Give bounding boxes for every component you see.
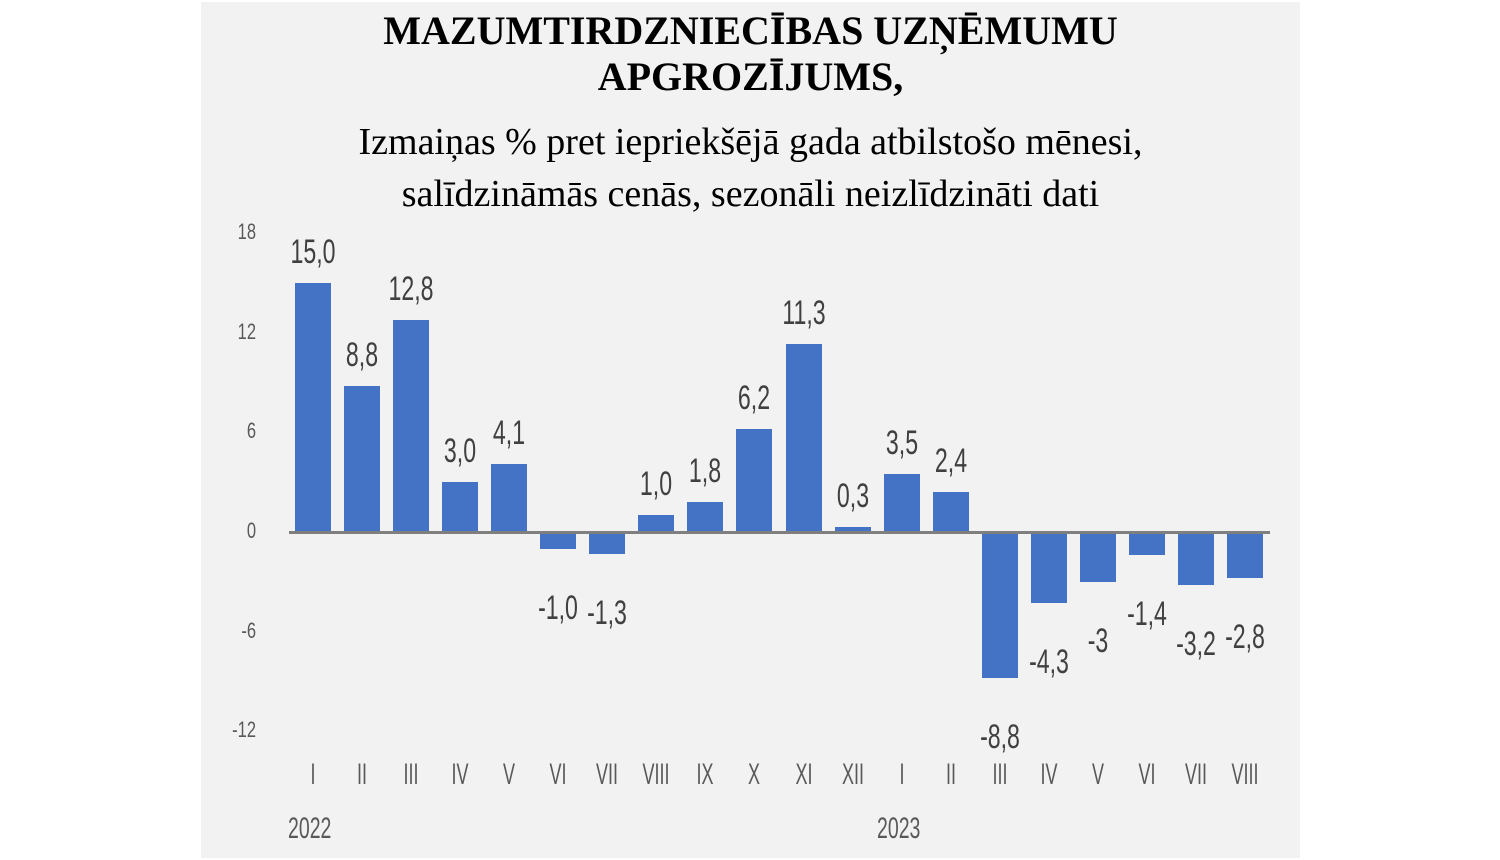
data-label: 0,3 [836,477,869,516]
bar [344,385,381,532]
year-label: 2022 [288,812,332,845]
data-label: -1,4 [1126,595,1167,634]
data-label: 1,8 [689,452,722,491]
bar [540,532,577,549]
x-tick-label: VIII [1231,758,1259,791]
data-label: 1,0 [640,465,673,504]
bar [736,429,773,532]
bar [638,515,675,532]
data-label: -2,8 [1225,618,1265,657]
data-label: 4,1 [493,413,526,452]
x-tick-label: IX [696,758,714,791]
zero-axis-line [289,531,1270,534]
bar [295,283,331,532]
x-tick-label: II [945,758,956,791]
bar [393,319,430,532]
bar [491,463,528,532]
chart-subtitle-line1: Izmaiņas % pret iepriekšējā gada atbilst… [358,121,1143,163]
y-tick-label: 0 [246,518,256,543]
bar [932,492,969,532]
bar [834,527,871,532]
x-tick-label: V [503,758,516,791]
data-label: 6,2 [738,379,771,418]
bar [981,532,1018,679]
data-label: 2,4 [934,442,967,481]
data-label: -3 [1087,621,1109,660]
bar [883,473,920,532]
x-tick-label: IV [451,758,469,791]
data-label: 3,0 [444,432,477,471]
data-label: -1,3 [587,593,628,632]
data-label: 3,5 [885,423,918,462]
x-tick-label: III [992,758,1008,791]
bar [785,344,822,532]
chart-subtitle: Izmaiņas % pret iepriekšējā gada atbilst… [201,116,1300,220]
chart-subtitle-line2: salīdzināmās cenās, sezonāli neizlīdzinā… [401,173,1100,215]
bar [1177,532,1214,586]
y-tick-label: 18 [237,219,256,245]
y-tick-label: 12 [237,318,256,344]
x-tick-label: XII [841,758,864,791]
year-label: 2023 [877,812,921,845]
bar [442,482,479,532]
data-label: 12,8 [388,269,434,308]
x-tick-label: III [403,758,419,791]
x-tick-label: X [748,758,761,791]
x-tick-label: I [310,758,316,791]
data-label: 8,8 [345,335,379,374]
bar [1030,532,1067,604]
x-tick-label: I [899,758,905,791]
x-tick-label: VI [1138,758,1156,791]
y-tick-label: 6 [246,418,256,444]
chart-title-line2: APGROZĪJUMS, [597,54,904,99]
y-tick-label: -12 [232,717,256,743]
bar [589,532,626,554]
bar [687,502,724,532]
chart-title: MAZUMTIRDZNIECĪBAS UZŅĒMUMU APGROZĪJUMS, [201,8,1300,100]
x-tick-label: VI [549,758,567,791]
data-label: -1,0 [538,588,579,627]
data-label: -3,2 [1175,625,1216,664]
bar [1226,532,1263,579]
data-label: 15,0 [290,233,336,271]
chart-title-line1: MAZUMTIRDZNIECĪBAS UZŅĒMUMU [383,8,1118,53]
x-tick-label: VII [596,758,619,791]
x-tick-label: XI [794,758,813,791]
x-tick-label: II [357,758,368,791]
x-tick-label: VIII [642,758,670,791]
data-label: -4,3 [1028,643,1069,682]
data-label: 11,3 [781,294,826,333]
x-tick-label: V [1091,758,1104,791]
x-tick-label: VII [1184,758,1207,791]
x-tick-label: IV [1040,758,1058,791]
bar [1128,532,1165,556]
y-tick-label: -6 [241,617,256,643]
data-label: -8,8 [979,718,1020,757]
bar [1079,532,1116,582]
